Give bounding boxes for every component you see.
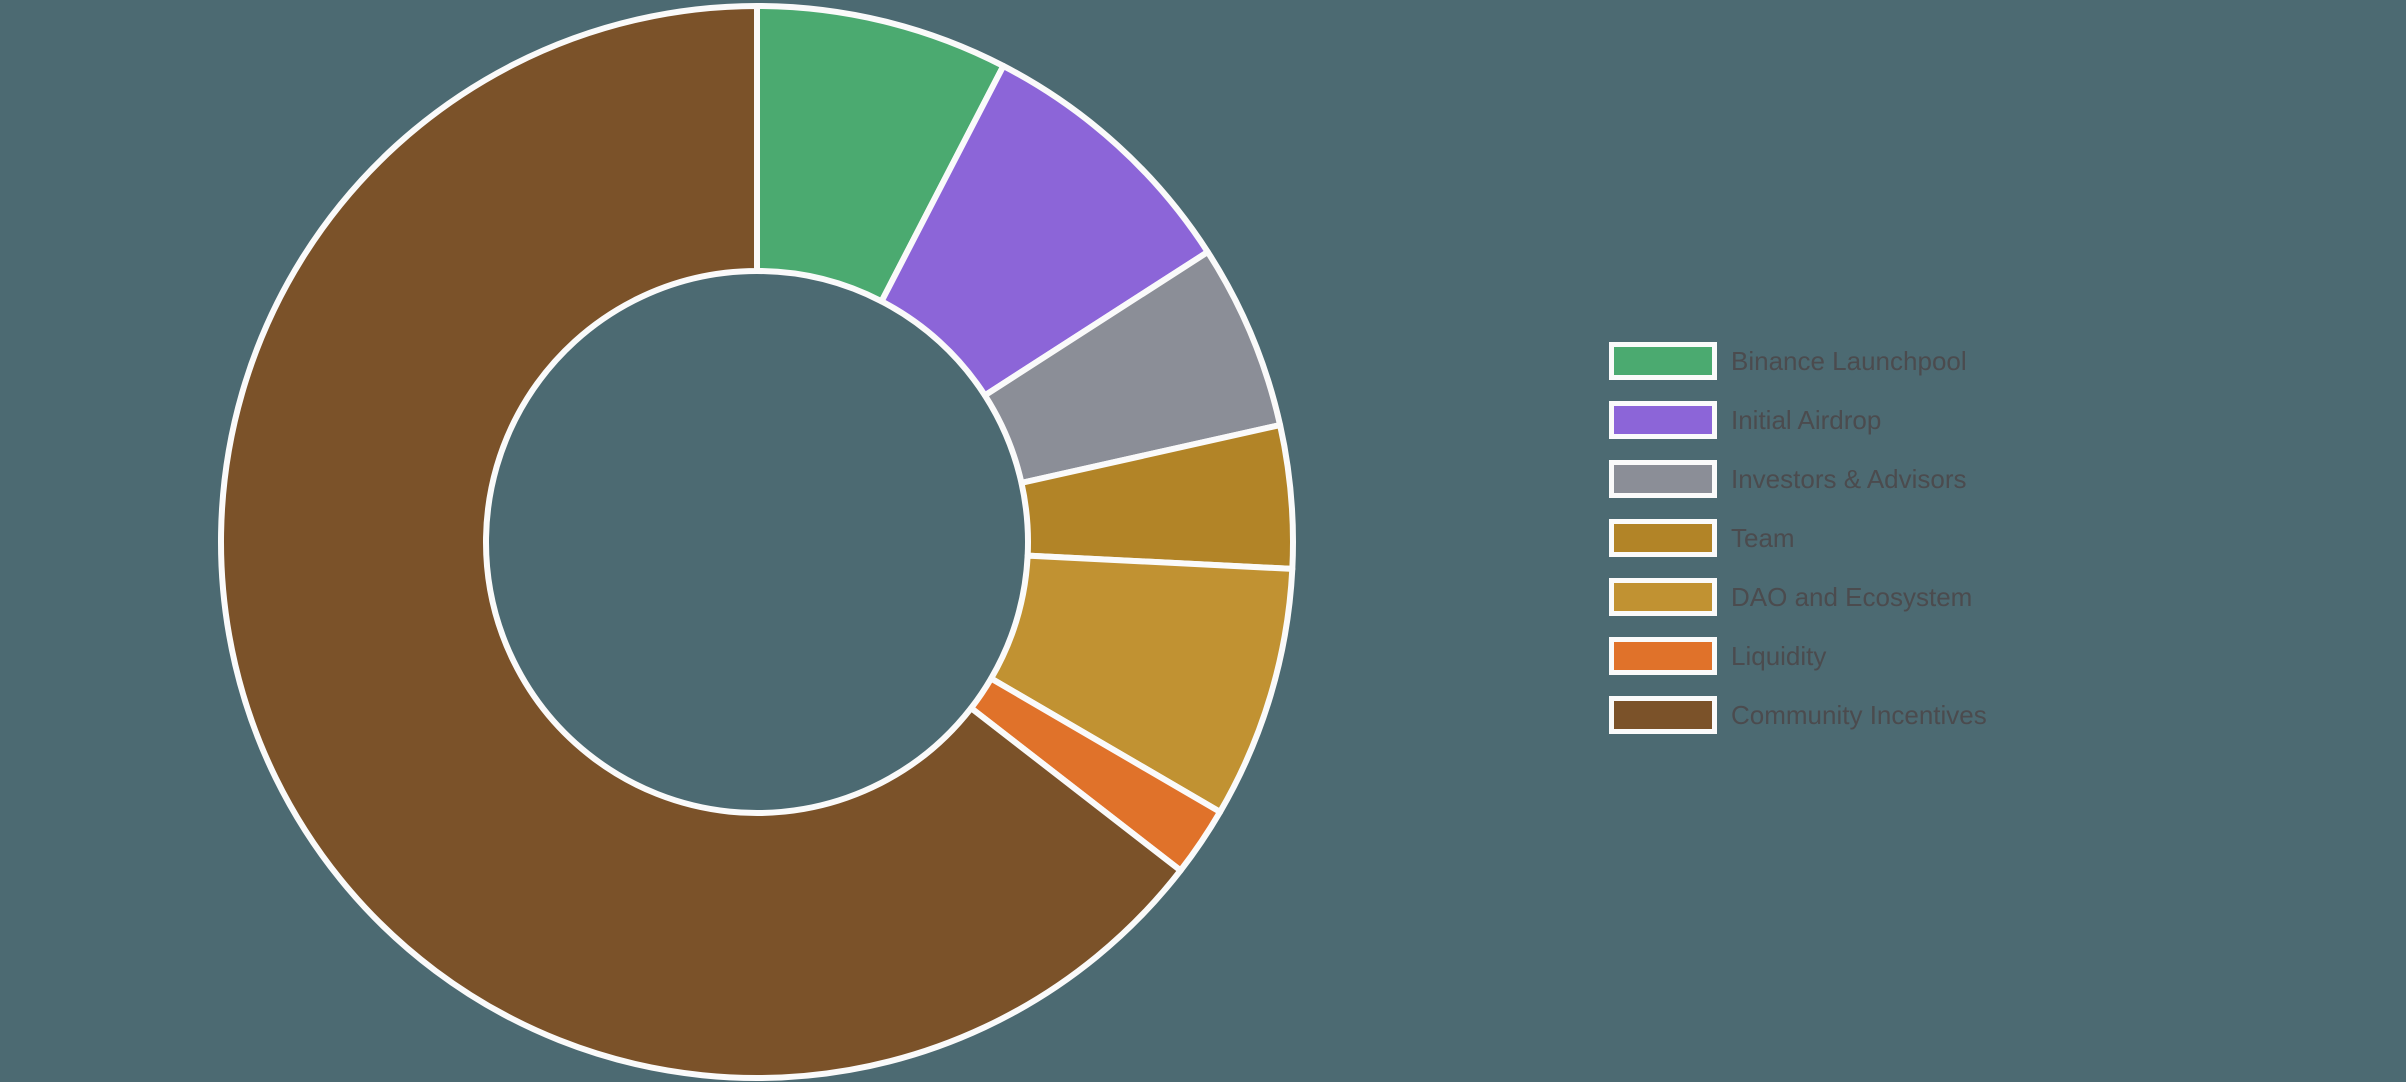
chart-legend: Binance Launchpool Initial Airdrop Investo…: [1609, 342, 1987, 755]
legend-label-investors-advisors: Investors & Advisors: [1731, 464, 1967, 494]
legend-item-team[interactable]: Team: [1609, 519, 1987, 557]
legend-swatch-team: [1609, 519, 1717, 557]
legend-item-community-incentives[interactable]: Community Incentives: [1609, 696, 1987, 734]
pie-slice-community-incentives[interactable]: [218, 3, 1184, 1081]
legend-swatch-binance-launchpool: [1609, 342, 1717, 380]
legend-label-binance-launchpool: Binance Launchpool: [1731, 346, 1967, 376]
legend-label-initial-airdrop: Initial Airdrop: [1731, 405, 1882, 435]
legend-item-liquidity[interactable]: Liquidity: [1609, 637, 1987, 675]
legend-swatch-community-incentives: [1609, 696, 1717, 734]
legend-item-dao-and-ecosystem[interactable]: DAO and Ecosystem: [1609, 578, 1987, 616]
legend-item-investors-advisors[interactable]: Investors & Advisors: [1609, 460, 1987, 498]
legend-label-dao-and-ecosystem: DAO and Ecosystem: [1731, 582, 1973, 612]
legend-swatch-initial-airdrop: [1609, 401, 1717, 439]
legend-item-initial-airdrop[interactable]: Initial Airdrop: [1609, 401, 1987, 439]
legend-swatch-investors-advisors: [1609, 460, 1717, 498]
legend-swatch-dao-and-ecosystem: [1609, 578, 1717, 616]
legend-item-binance-launchpool[interactable]: Binance Launchpool: [1609, 342, 1987, 380]
legend-swatch-liquidity: [1609, 637, 1717, 675]
legend-label-team: Team: [1731, 523, 1795, 553]
legend-label-liquidity: Liquidity: [1731, 641, 1827, 671]
legend-label-community-incentives: Community Incentives: [1731, 700, 1987, 730]
